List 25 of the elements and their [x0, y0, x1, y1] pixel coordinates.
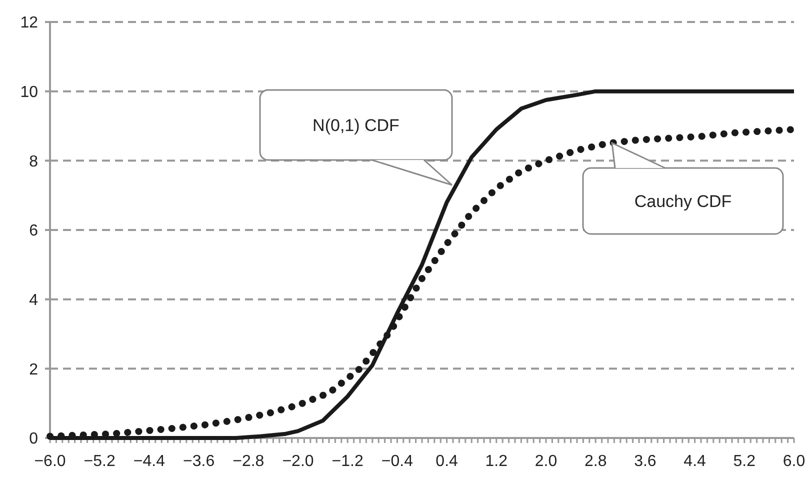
x-tick-label: −1.2 [332, 453, 364, 470]
x-tick-label: 5.2 [733, 453, 756, 470]
x-tick-label: −2.0 [282, 453, 314, 470]
y-tick-label: 6 [29, 222, 38, 240]
x-tick-label: −3.6 [183, 453, 215, 470]
x-tick-label: −0.4 [381, 453, 414, 470]
y-tick-label: 0 [29, 430, 38, 448]
x-tick-label: 1.2 [485, 453, 508, 470]
x-tick-label: −4.4 [133, 453, 166, 470]
x-tick-label: 0.4 [436, 453, 458, 470]
y-tick-label: 2 [29, 361, 38, 378]
x-tick-label: −5.2 [84, 453, 116, 470]
annotation: Cauchy CDF [634, 192, 732, 211]
x-tick-label: −6.0 [34, 453, 66, 470]
x-tick-label: 6.0 [782, 453, 806, 470]
y-tick-label: 8 [29, 153, 38, 170]
y-tick-label: 12 [20, 14, 38, 32]
x-tick-label: 2.0 [534, 453, 558, 470]
x-tick-label: −2.8 [232, 453, 264, 470]
annotation: N(0,1) CDF [312, 116, 400, 135]
x-tick-label: 3.6 [634, 453, 656, 470]
y-tick-label: 4 [29, 292, 38, 309]
x-tick-label: 2.8 [584, 453, 607, 470]
y-tick-label: 10 [20, 84, 38, 101]
x-tick-label: 4.4 [684, 453, 706, 470]
